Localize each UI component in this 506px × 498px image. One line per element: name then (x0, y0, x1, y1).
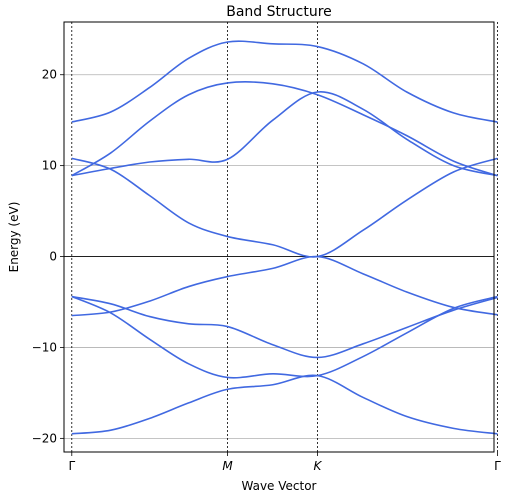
x-axis-label: Wave Vector (242, 479, 317, 493)
grid-layer (64, 74, 494, 439)
y-axis-label: Energy (eV) (7, 202, 21, 273)
band-line-7 (71, 81, 498, 177)
y-tick-label: 10 (42, 159, 57, 173)
x-tick-label: Γ (68, 459, 75, 473)
chart-title: Band Structure (226, 4, 332, 20)
x-tick-label: Γ (494, 459, 501, 473)
x-tick-label: K (314, 459, 323, 473)
y-tick-label: 20 (42, 68, 57, 82)
band-series-layer (71, 40, 498, 435)
band-line-8 (71, 40, 498, 123)
band-line-5 (71, 91, 498, 177)
x-tick-label: M (222, 459, 233, 473)
band-line-6 (71, 157, 498, 258)
y-tick-label: −20 (32, 431, 57, 445)
band-line-1 (71, 374, 498, 435)
axis-ticks: −20 −10 0 10 20 Γ M K Γ (32, 68, 501, 473)
y-tick-label: −10 (32, 340, 57, 354)
y-tick-label: 0 (49, 250, 57, 264)
band-line-3 (71, 295, 498, 359)
band-line-4 (71, 295, 498, 379)
band-line-2 (71, 255, 498, 317)
plot-frame (63, 21, 495, 453)
